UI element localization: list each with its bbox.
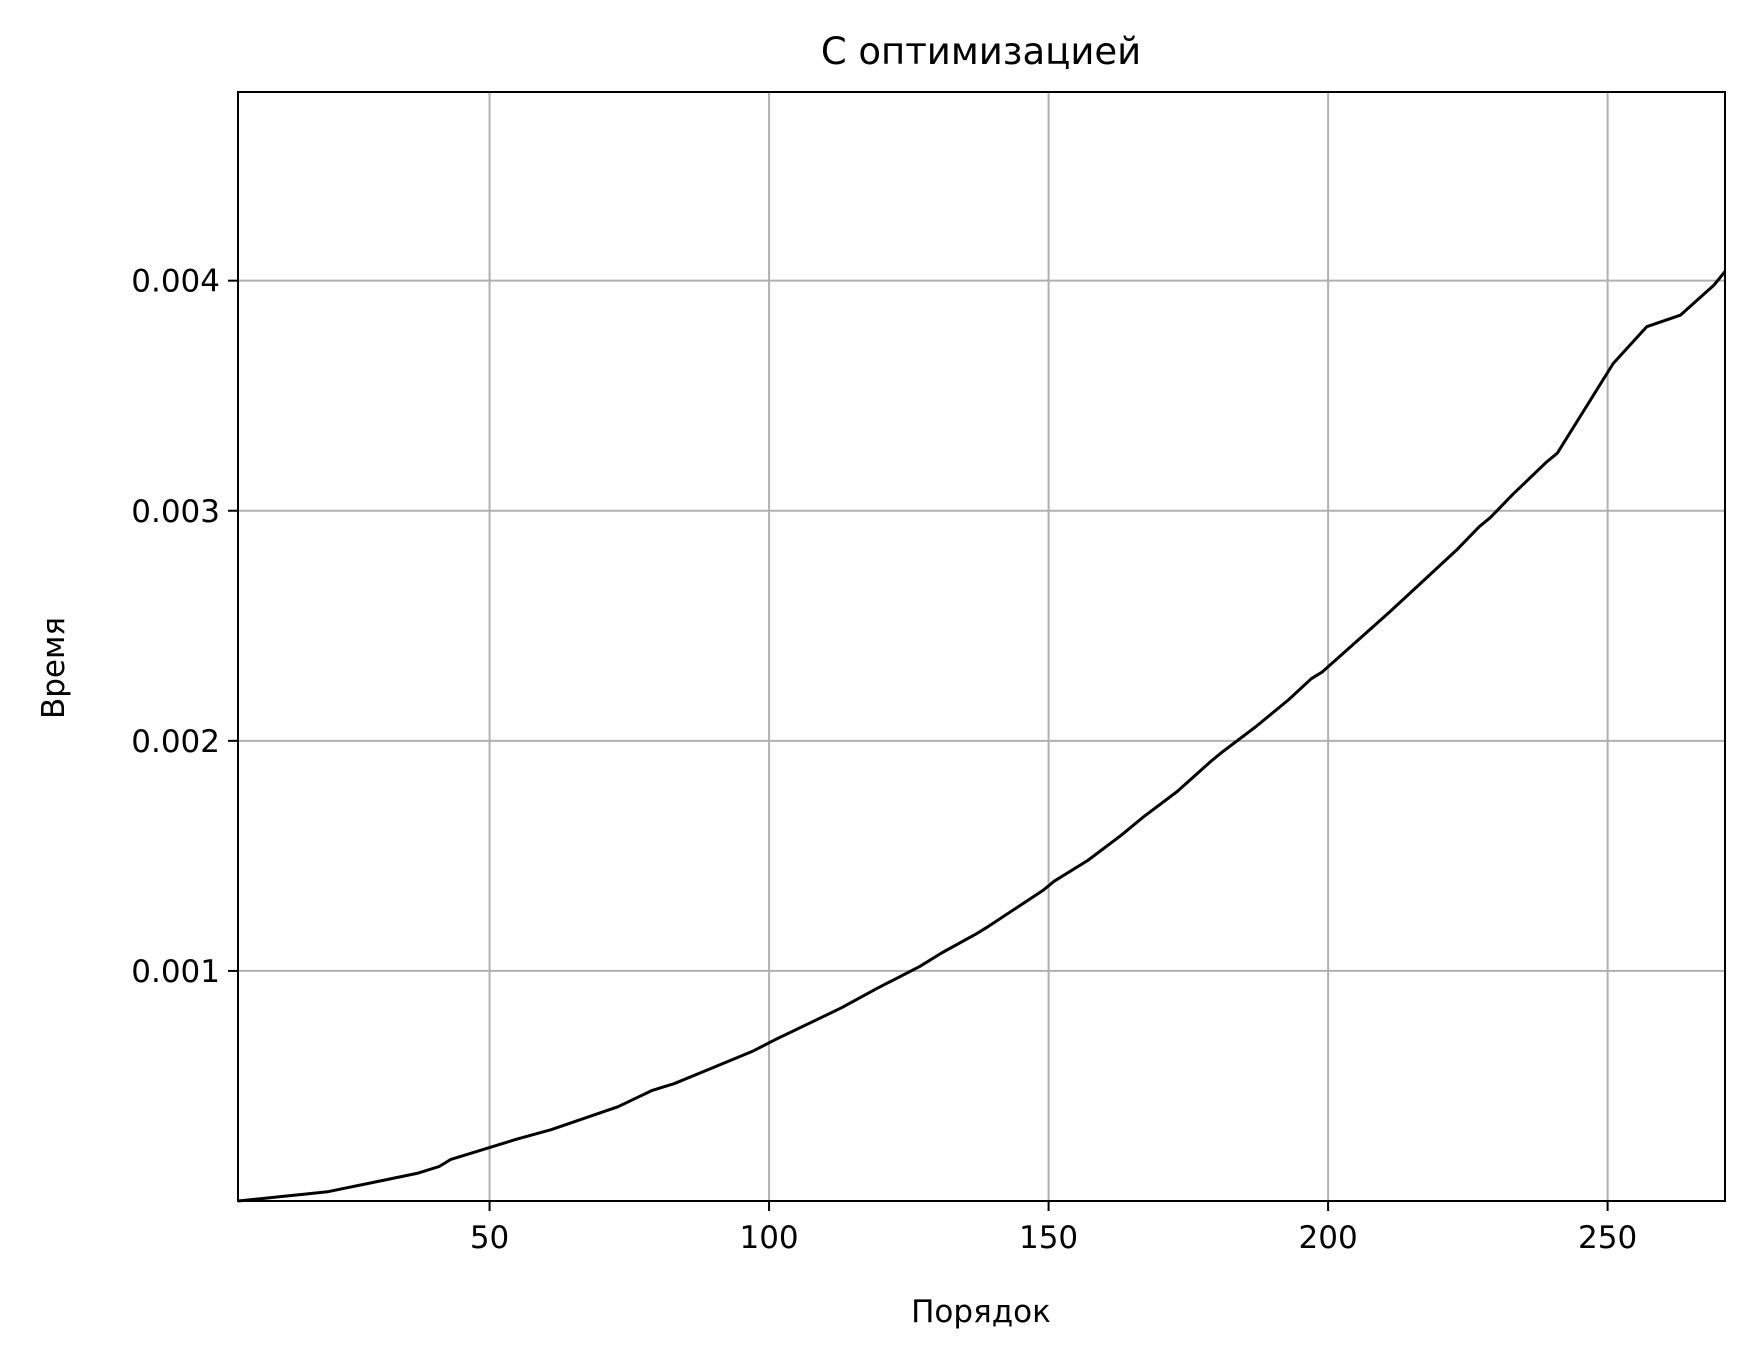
plot-frame (237, 91, 1726, 1202)
y-tick-label: 0.001 (131, 954, 220, 990)
series-layer (237, 270, 1727, 1203)
x-tick-label: 150 (1019, 1220, 1078, 1256)
y-tick-label: 0.003 (131, 494, 220, 530)
axes-ticks: 50 100 150 200 250 0.001 0.002 0.003 0.004 (131, 264, 1637, 1256)
series-line (237, 270, 1727, 1203)
x-axis-label: Порядок (911, 1294, 1051, 1330)
y-tick-label: 0.004 (131, 264, 220, 300)
x-tick-label: 50 (470, 1220, 509, 1256)
y-axis-label: Время (36, 617, 72, 719)
x-tick-label: 200 (1299, 1220, 1358, 1256)
grid (238, 92, 1725, 1201)
chart-title: С оптимизацией (821, 30, 1141, 73)
x-tick-label: 100 (739, 1220, 798, 1256)
y-tick-label: 0.002 (131, 724, 220, 760)
x-tick-label: 250 (1578, 1220, 1637, 1256)
